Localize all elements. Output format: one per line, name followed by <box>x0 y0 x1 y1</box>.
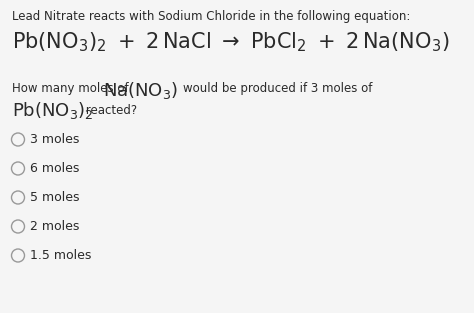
Text: $\mathrm{Pb(NO_3)_2}$: $\mathrm{Pb(NO_3)_2}$ <box>12 100 93 121</box>
Text: Lead Nitrate reacts with Sodium Chloride in the following equation:: Lead Nitrate reacts with Sodium Chloride… <box>12 10 410 23</box>
Text: How many moles of: How many moles of <box>12 82 132 95</box>
Text: 2 moles: 2 moles <box>30 220 79 233</box>
Text: 1.5 moles: 1.5 moles <box>30 249 91 262</box>
Text: reacted?: reacted? <box>82 104 137 117</box>
Text: $\mathrm{Na(NO_3)}$: $\mathrm{Na(NO_3)}$ <box>103 80 178 101</box>
Text: 3 moles: 3 moles <box>30 133 79 146</box>
Text: 5 moles: 5 moles <box>30 191 80 204</box>
Text: $\mathrm{Pb(NO_3)_2\ +\ 2\,NaCl\ \rightarrow\ PbCl_2\ +\ 2\,Na(NO_3)}$: $\mathrm{Pb(NO_3)_2\ +\ 2\,NaCl\ \righta… <box>12 30 449 54</box>
Text: 6 moles: 6 moles <box>30 162 79 175</box>
Text: would be produced if 3 moles of: would be produced if 3 moles of <box>183 82 373 95</box>
